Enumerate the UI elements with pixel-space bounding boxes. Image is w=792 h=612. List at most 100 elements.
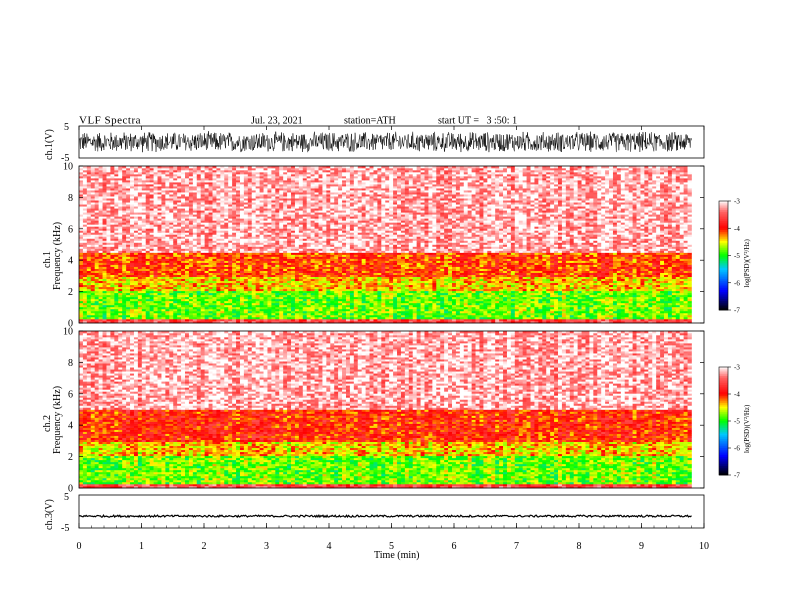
spectrogram-cell: [130, 250, 135, 253]
spectrogram-cell: [106, 292, 111, 296]
spectrogram-cell: [130, 278, 135, 282]
spectrogram-cell: [157, 304, 162, 308]
spectrogram-cell: [224, 178, 229, 181]
spectrogram-cell: [153, 236, 158, 239]
spectrogram-cell: [149, 188, 154, 191]
spectrogram-cell: [137, 260, 143, 263]
spectrogram-cell: [102, 194, 107, 197]
spectrogram-cell: [208, 246, 213, 249]
spectrogram-cell: [200, 310, 205, 314]
spectrogram-cell: [153, 290, 158, 294]
spectrogram-cell: [236, 256, 241, 259]
spectrogram-cell: [169, 288, 174, 292]
spectrogram-cell: [122, 288, 127, 292]
spectrogram-cell: [102, 286, 107, 290]
spectrogram-cell: [153, 318, 158, 322]
spectrogram-cell: [212, 232, 217, 235]
spectrogram-cell: [271, 220, 276, 223]
spectrogram-cell: [82, 294, 88, 298]
spectrogram-cell: [298, 232, 304, 235]
spectrogram-cell: [287, 180, 292, 183]
spectrogram-cell: [82, 172, 88, 175]
spectrogram-cell: [204, 250, 209, 253]
spectrogram-cell: [185, 256, 190, 259]
spectrogram-cell: [130, 312, 135, 316]
spectrogram-cell: [255, 314, 260, 318]
spectrogram-cell: [177, 294, 182, 298]
spectrogram-cell: [185, 274, 190, 277]
spectrogram-cell: [90, 170, 96, 173]
spectrogram-cell: [283, 250, 288, 253]
spectrogram-cell: [110, 300, 115, 304]
spectrogram-cell: [310, 176, 315, 179]
spectrogram-cell: [145, 194, 150, 197]
spectrogram-cell: [224, 218, 229, 221]
spectrogram-cell: [102, 204, 107, 207]
spectrogram-cell: [110, 242, 115, 245]
spectrogram-cell: [161, 246, 166, 249]
spectrogram-cell: [185, 266, 190, 269]
spectrogram-cell: [291, 212, 296, 215]
spectrogram-cell: [291, 234, 296, 237]
spectrogram-cell: [79, 188, 84, 191]
spectrogram-cell: [228, 174, 233, 177]
spectrogram-cell: [137, 272, 143, 275]
spectrogram-cell: [122, 182, 127, 185]
spectrogram-cell: [291, 194, 296, 197]
spectrogram-cell: [283, 266, 288, 269]
spectrogram-cell: [185, 220, 190, 223]
spectrogram-cell: [145, 306, 150, 310]
spectrogram-cell: [133, 230, 139, 233]
spectrogram-cell: [161, 228, 166, 231]
spectrogram-cell: [302, 190, 308, 193]
spectrogram-cell: [196, 276, 202, 280]
spectrogram-cell: [185, 268, 190, 271]
spectrogram-cell: [239, 224, 245, 227]
spectrogram-cell: [137, 166, 143, 169]
spectrogram-cell: [322, 266, 327, 269]
spectrogram-cell: [157, 286, 162, 290]
spectrogram-cell: [326, 204, 331, 207]
spectrogram-cell: [216, 212, 221, 215]
spectrogram-cell: [196, 250, 202, 253]
spectrogram-cell: [141, 312, 147, 316]
spectrogram-cell: [314, 192, 319, 195]
spectrogram-cell: [259, 288, 264, 292]
spectrogram-cell: [110, 290, 115, 294]
spectrogram-cell: [228, 230, 233, 233]
spectrogram-cell: [106, 294, 111, 298]
spectrogram-cell: [185, 308, 190, 312]
spectrogram-cell: [185, 224, 190, 227]
spectrogram-cell: [271, 266, 276, 269]
spectrogram-cell: [98, 246, 103, 249]
spectrogram-cell: [188, 248, 194, 251]
spectrogram-cell: [267, 280, 272, 284]
spectrogram-cell: [255, 214, 260, 217]
spectrogram-cell: [294, 304, 300, 308]
spectrogram-cell: [251, 292, 256, 296]
spectrogram-cell: [118, 226, 123, 229]
spectrogram-cell: [236, 194, 241, 197]
spectrogram-cell: [216, 256, 221, 259]
spectrogram-cell: [212, 212, 217, 215]
spectrogram-cell: [106, 234, 111, 237]
spectrogram-cell: [149, 236, 154, 239]
spectrogram-cell: [133, 282, 139, 286]
spectrogram-cell: [232, 306, 237, 310]
spectrogram-cell: [232, 266, 237, 269]
spectrogram-cell: [153, 292, 158, 296]
spectrogram-cell: [149, 280, 154, 284]
spectrogram-cell: [173, 202, 178, 205]
spectrogram-cell: [185, 196, 190, 199]
spectrogram-cell: [279, 304, 284, 308]
spectrogram-cell: [118, 202, 123, 205]
spectrogram-cell: [283, 170, 288, 173]
spectrogram-cell: [302, 274, 308, 277]
spectrogram-cell: [153, 240, 158, 243]
spectrogram-cell: [90, 166, 96, 169]
spectrogram-cell: [157, 202, 162, 205]
spectrogram-cell: [145, 166, 150, 169]
spectrogram-cell: [161, 276, 166, 280]
spectrogram-cell: [216, 166, 221, 169]
spectrogram-cell: [90, 272, 96, 275]
